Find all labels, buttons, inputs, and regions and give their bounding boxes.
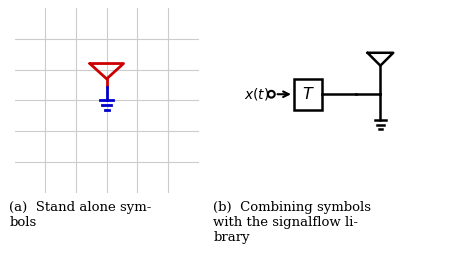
Text: (b)  Combining symbols
with the signalflow li-
brary: (b) Combining symbols with the signalflo… xyxy=(213,201,371,244)
Text: $T$: $T$ xyxy=(302,86,315,103)
Text: (a)  Stand alone sym-
bols: (a) Stand alone sym- bols xyxy=(9,201,152,229)
Text: $x(t)$: $x(t)$ xyxy=(244,86,269,102)
Bar xyxy=(294,79,322,109)
